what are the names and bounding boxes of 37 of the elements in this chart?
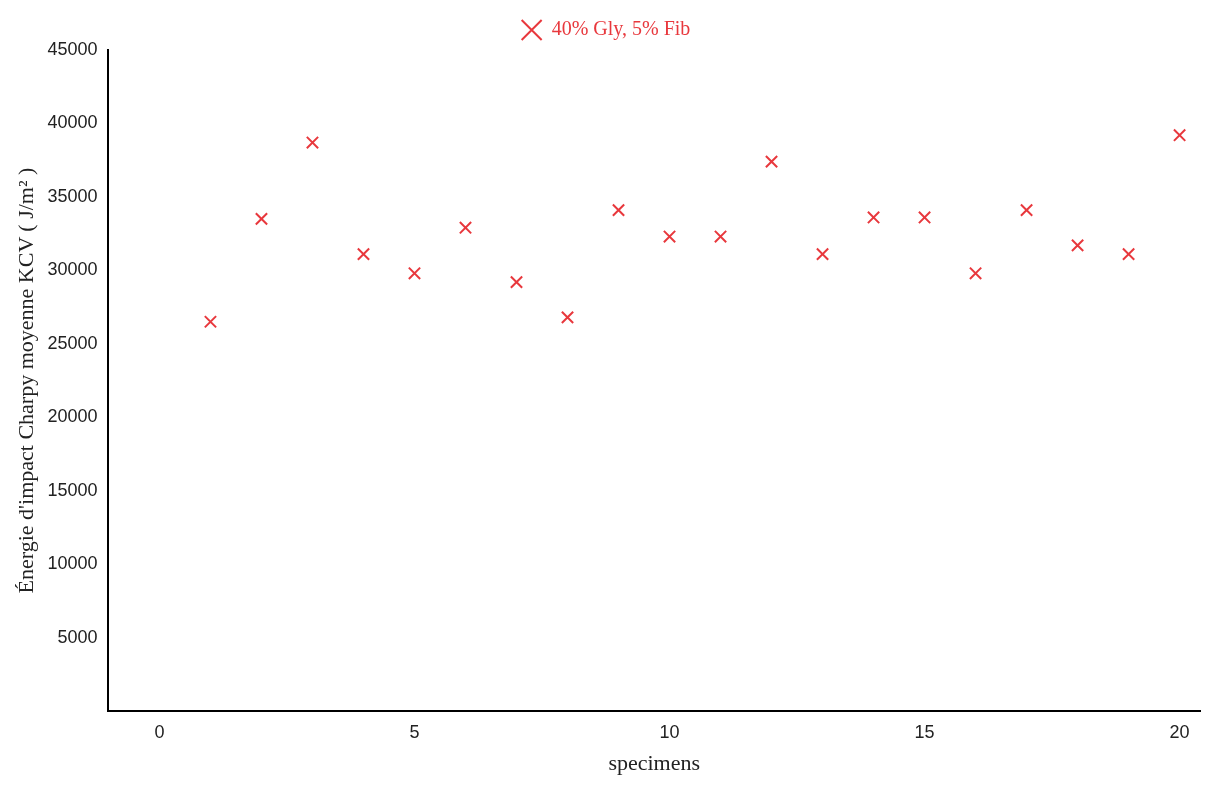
point — [764, 154, 779, 169]
y-tick-label: 40000 — [47, 112, 98, 133]
point — [662, 229, 677, 244]
point — [1019, 203, 1034, 217]
point — [713, 229, 728, 244]
point — [968, 266, 983, 280]
point — [407, 266, 422, 280]
x-tick-label: 15 — [914, 721, 935, 742]
point — [509, 275, 524, 289]
y-axis-title: Énergie d'impact Charpy moyenne KCV ( J/m² ) — [12, 167, 38, 594]
y-tick-label: 15000 — [47, 479, 98, 500]
point — [1121, 247, 1136, 261]
x-axis-title: specimens — [608, 749, 701, 775]
y-tick-label: 20000 — [47, 406, 98, 427]
point — [254, 212, 269, 226]
x-tick-label: 20 — [1169, 721, 1190, 742]
point — [866, 210, 881, 225]
y-tick-label: 25000 — [47, 332, 98, 353]
point — [917, 210, 932, 225]
y-tick-label: 30000 — [47, 259, 98, 280]
point — [1172, 128, 1187, 142]
x-tick-label: 10 — [659, 721, 680, 742]
point — [611, 203, 626, 217]
point — [458, 221, 473, 235]
point — [815, 247, 830, 261]
x-tick-label: 0 — [154, 721, 165, 742]
point — [1070, 238, 1085, 253]
y-tick-label: 5000 — [57, 626, 98, 647]
legend-label: 40% Gly, 5% Fib — [551, 17, 691, 41]
y-tick-label: 35000 — [47, 185, 98, 206]
x-tick-label: 5 — [409, 721, 420, 742]
y-tick-label: 45000 — [47, 38, 98, 59]
y-tick-label: 10000 — [47, 553, 98, 574]
point — [203, 315, 218, 329]
point — [305, 135, 320, 150]
point — [356, 247, 371, 261]
point — [560, 310, 575, 324]
